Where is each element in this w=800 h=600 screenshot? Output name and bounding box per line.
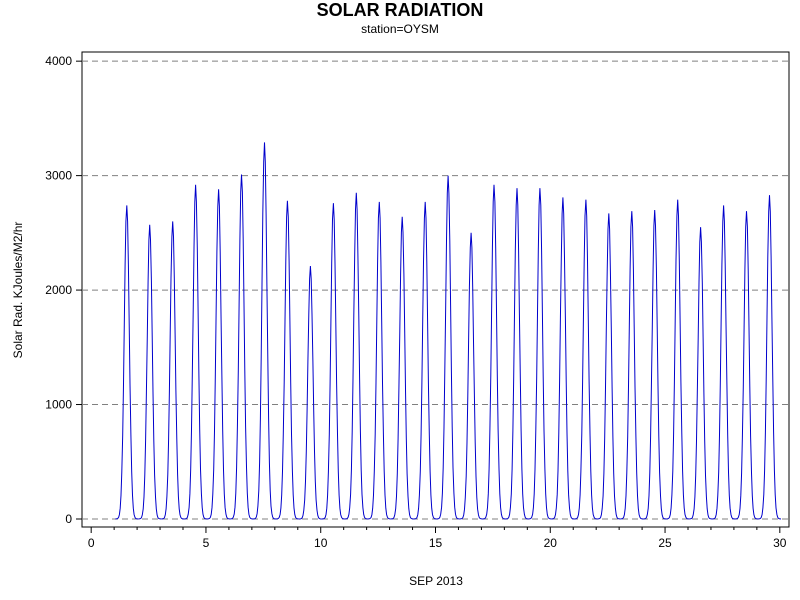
series-line-day-22 bbox=[597, 213, 621, 520]
x-tick-label: 5 bbox=[203, 536, 210, 550]
y-tick-label: 2000 bbox=[45, 283, 72, 297]
series-line-day-14 bbox=[413, 201, 437, 520]
series-line-day-4 bbox=[184, 184, 208, 520]
x-axis-label: SEP 2013 bbox=[409, 574, 463, 588]
y-axis-label: Solar Rad. KJoules/M2/hr bbox=[11, 222, 25, 359]
series-line-day-15 bbox=[436, 175, 460, 520]
series-line-day-3 bbox=[161, 221, 185, 520]
series-line-day-9 bbox=[298, 265, 322, 520]
series-line-day-27 bbox=[712, 205, 736, 520]
chart-title: SOLAR RADIATION bbox=[316, 0, 484, 20]
series-line-day-24 bbox=[643, 209, 667, 520]
series-line-day-25 bbox=[666, 199, 690, 520]
grid-lines bbox=[82, 60, 789, 520]
x-tick-label: 10 bbox=[314, 536, 328, 550]
series-line-day-10 bbox=[321, 203, 345, 520]
x-tick-label: 20 bbox=[544, 536, 558, 550]
series-line-day-6 bbox=[230, 174, 254, 520]
series-line-day-8 bbox=[275, 200, 299, 520]
series-line-day-1 bbox=[115, 205, 139, 520]
y-axis: 0 1000 2000 3000 4000 bbox=[45, 54, 82, 526]
plot-frame bbox=[81, 51, 790, 528]
series-line-day-26 bbox=[689, 227, 713, 520]
series-line-day-20 bbox=[551, 197, 575, 520]
series-line-day-23 bbox=[620, 211, 644, 520]
series-line-day-7 bbox=[252, 142, 277, 520]
series-line-day-12 bbox=[367, 201, 391, 520]
series-line-day-2 bbox=[138, 224, 162, 520]
y-tick-label: 1000 bbox=[45, 398, 72, 412]
series-line-day-5 bbox=[207, 189, 231, 520]
chart-subtitle: station=OYSM bbox=[361, 22, 439, 36]
series-line-day-29 bbox=[757, 195, 782, 520]
series-line-day-17 bbox=[482, 184, 506, 520]
y-tick-label: 4000 bbox=[45, 54, 72, 68]
x-tick-label: 30 bbox=[773, 536, 787, 550]
series-line-day-19 bbox=[528, 188, 552, 520]
series-group bbox=[115, 142, 782, 520]
x-tick-label: 0 bbox=[88, 536, 95, 550]
y-tick-label: 3000 bbox=[45, 169, 72, 183]
series-line-day-21 bbox=[574, 199, 598, 520]
series-line-day-16 bbox=[459, 232, 483, 520]
y-tick-label: 0 bbox=[65, 512, 72, 526]
series-line-day-11 bbox=[344, 192, 368, 520]
series-line-day-18 bbox=[505, 188, 529, 520]
series-line-day-13 bbox=[390, 216, 414, 520]
x-tick-label: 15 bbox=[429, 536, 443, 550]
x-tick-label: 25 bbox=[658, 536, 672, 550]
x-axis: 0 5 10 15 20 25 30 bbox=[88, 527, 787, 550]
series-line-day-28 bbox=[735, 211, 759, 520]
